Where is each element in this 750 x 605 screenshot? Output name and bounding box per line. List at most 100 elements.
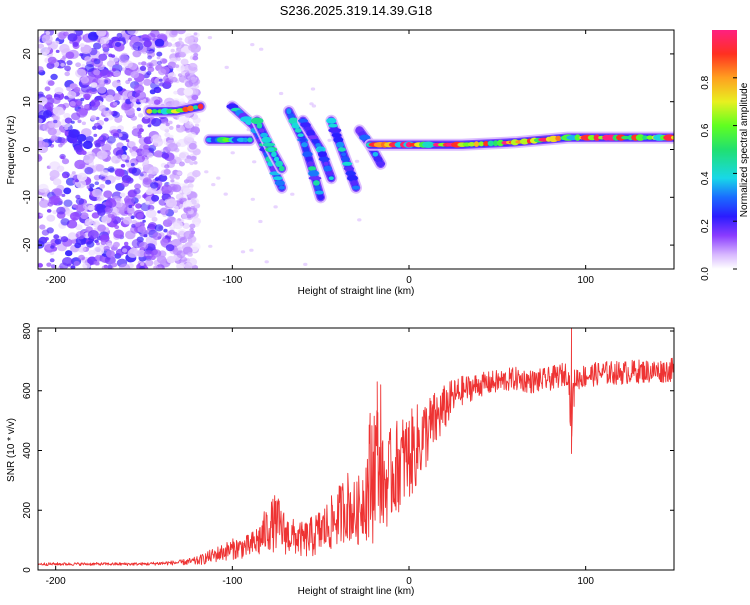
spectrogram-noise-blob: [80, 212, 89, 220]
spectrogram-noise-blob: [143, 144, 150, 150]
spectrogram-noise-blob: [131, 146, 138, 151]
spectrogram-noise-blob: [187, 238, 193, 243]
spectrogram-noise-blob: [130, 151, 138, 157]
spectrogram-noise-blob: [94, 142, 101, 148]
snr-line: [38, 328, 674, 566]
spectrogram-noise-blob: [54, 40, 60, 46]
spectrogram-noise-blob: [178, 262, 185, 268]
spectrogram-noise-blob: [169, 134, 174, 139]
spectrogram-noise-blob: [151, 249, 162, 258]
spectrogram-ridge-blob: [273, 156, 280, 162]
spectrogram-noise-blob: [139, 173, 144, 177]
spectrogram-noise-blob: [160, 238, 169, 246]
spectrogram-noise-blob: [177, 171, 182, 176]
spectrogram-noise-blob: [49, 169, 60, 179]
spectrogram-noise-blob: [100, 240, 107, 246]
spectrogram-noise-blob: [193, 32, 198, 36]
spectrogram-ridge-blob: [574, 134, 581, 141]
spectrogram-ridge-blob: [305, 156, 313, 162]
spectrogram-noise-blob: [168, 76, 174, 81]
spectrogram-noise-blob: [121, 248, 128, 253]
spectrogram-noise-blob: [63, 187, 72, 195]
spectrogram-noise-blob: [105, 179, 112, 185]
spectrogram-noise-blob: [61, 158, 70, 165]
spectrogram-noise-blob: [92, 221, 97, 225]
spectrogram-noise-blob: [108, 53, 113, 58]
spectrogram-noise-blob: [145, 201, 150, 205]
spectrogram-noise-blob: [147, 55, 153, 60]
spectrogram-noise-blob: [75, 179, 79, 183]
spectrogram-noise-blob: [147, 66, 155, 73]
spectrogram-ridges: [143, 100, 674, 204]
spectrogram-noise-blob: [38, 117, 43, 124]
spectrogram-noise-blob: [154, 177, 160, 182]
spectrogram-noise-blob: [179, 51, 186, 58]
spectrogram-noise-blob: [169, 174, 176, 180]
spectrogram-noise-blob: [58, 143, 63, 148]
spectrogram-noise-blob: [122, 216, 133, 225]
spectrogram-ridge-blob: [328, 127, 342, 133]
spectrogram-noise-blob: [84, 218, 94, 226]
spectrogram-ridge-blob: [405, 141, 413, 148]
spectrogram-noise-blob: [192, 117, 201, 124]
spectrogram-noise-blob: [103, 117, 109, 122]
snr-y-tick-label: 400: [22, 442, 33, 459]
snr-y-ticks: 0 200 400 600 800: [22, 322, 674, 573]
spectrogram-noise-blob: [136, 107, 141, 112]
spectrogram-noise-blob: [189, 223, 196, 229]
spectrogram-noise-blob: [216, 176, 221, 180]
spectrogram-noise-blob: [87, 230, 99, 240]
spectrogram-noise-blob: [135, 194, 142, 199]
spectrogram-noise-blob: [189, 161, 195, 166]
spectrogram-ridge-blob: [278, 185, 286, 190]
spectrogram-noise-blob: [87, 31, 99, 41]
spectrogram-noise-blob: [46, 209, 52, 213]
spectrogram-noise-blob: [67, 232, 77, 240]
spectrogram-noise-blob: [157, 236, 162, 240]
spectrogram-ridge-blob: [308, 176, 322, 181]
spectrogram-noise-blob: [82, 262, 91, 269]
spectrogram-noise-blob: [60, 236, 69, 243]
spectrogram-noise-blob: [53, 119, 58, 124]
spectrogram-noise-blob: [167, 142, 178, 152]
spectrogram-noise-blob: [63, 199, 73, 207]
spectrogram-noise-blob: [194, 123, 200, 127]
spectrogram-noise-blob: [50, 195, 61, 204]
spectrogram-noise-blob: [132, 50, 142, 58]
spectrogram-noise-blob: [67, 33, 78, 42]
spectrogram-ridge-blob: [325, 171, 334, 176]
spectrogram-noise-blob: [171, 30, 178, 36]
spectrogram-noise-blob: [112, 132, 120, 138]
spectrogram-noise-blob: [142, 194, 147, 199]
spectrogram-ridge-blob: [314, 185, 321, 190]
spectrogram-noise-blob: [176, 57, 181, 62]
spectrogram-ridge-blob: [372, 152, 379, 157]
spectrogram-noise-blob: [178, 37, 183, 41]
spectrogram-noise-blob: [45, 94, 53, 100]
spectrogram-noise-blob: [84, 56, 92, 62]
spectrogram-noise-blob: [134, 90, 147, 101]
spectrogram-noise-blob: [135, 203, 142, 209]
spectrogram-noise-blob: [90, 82, 98, 88]
spectrogram-noise-blob: [175, 175, 180, 180]
spectrogram-ridge-blob: [250, 117, 264, 125]
spectrogram-noise-blob: [119, 263, 131, 269]
spectrogram-ridge-blob: [318, 156, 330, 162]
spectrogram-noise-blob: [104, 255, 116, 265]
spectrogram-y-tick-label: -20: [22, 237, 33, 252]
spectrogram-ridge-blob: [300, 122, 311, 128]
spectrogram-noise-blob: [91, 212, 100, 219]
spectrogram-noise-blob: [46, 262, 52, 267]
spectrogram-noise-blob: [121, 154, 128, 160]
spectrogram-noise-blob: [141, 61, 147, 66]
spectrogram-noise-blob: [158, 174, 168, 182]
spectrogram-ridge-blob: [555, 135, 562, 141]
spectrogram-noise-blob: [75, 68, 87, 78]
spectrogram-noise-blob: [165, 30, 170, 34]
spectrogram-noise-blob: [171, 43, 177, 48]
spectrogram-noise-blob: [168, 229, 175, 235]
spectrogram-noise-blob: [164, 164, 170, 169]
spectrogram-noise-blob: [75, 224, 83, 231]
spectrogram-noise-blob: [81, 64, 86, 68]
